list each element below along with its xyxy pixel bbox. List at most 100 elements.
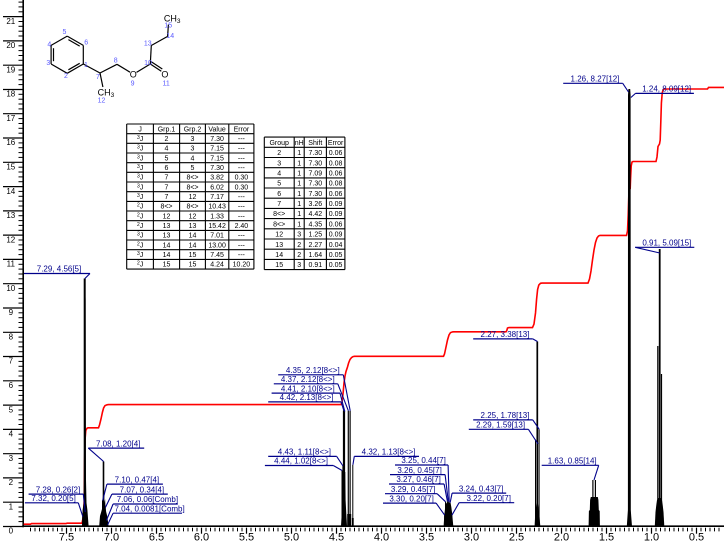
svg-text:11: 11	[163, 80, 170, 87]
svg-text:0.5: 0.5	[689, 532, 704, 544]
svg-text:---: ---	[238, 213, 246, 220]
svg-text:5.0: 5.0	[284, 532, 299, 544]
svg-text:1: 1	[297, 181, 301, 188]
svg-text:13: 13	[6, 211, 15, 220]
svg-text:0.04: 0.04	[329, 242, 343, 249]
svg-text:4: 4	[47, 41, 51, 48]
svg-text:3.26, 0.45[7]: 3.26, 0.45[7]	[397, 466, 441, 475]
svg-text:14: 14	[163, 242, 171, 249]
svg-text:1.63, 0.85[14]: 1.63, 0.85[14]	[548, 457, 597, 466]
svg-text:2J: 2J	[137, 212, 143, 220]
svg-text:0.09: 0.09	[329, 232, 343, 239]
svg-text:0.09: 0.09	[329, 211, 343, 218]
svg-text:---: ---	[238, 136, 246, 143]
svg-text:1: 1	[297, 171, 301, 178]
svg-text:O: O	[130, 70, 137, 80]
svg-text:7.04, 0.0081[Comb]: 7.04, 0.0081[Comb]	[114, 504, 184, 513]
svg-text:0.08: 0.08	[329, 181, 343, 188]
svg-text:7.06, 0.06[Comb]: 7.06, 0.06[Comb]	[117, 495, 178, 504]
svg-text:7: 7	[165, 184, 169, 191]
svg-text:7.01: 7.01	[210, 233, 224, 240]
svg-text:6.0: 6.0	[194, 532, 209, 544]
svg-text:8<>: 8<>	[273, 221, 285, 228]
svg-text:CH3: CH3	[164, 13, 181, 25]
svg-text:15: 15	[275, 262, 283, 269]
svg-text:1: 1	[84, 62, 88, 69]
svg-text:20: 20	[6, 41, 15, 50]
svg-text:4.42: 4.42	[308, 211, 322, 218]
svg-text:---: ---	[238, 194, 246, 201]
svg-text:8<>: 8<>	[186, 175, 198, 182]
svg-text:13: 13	[163, 223, 171, 230]
svg-text:0: 0	[9, 527, 14, 536]
svg-text:0.09: 0.09	[329, 201, 343, 208]
svg-text:3J: 3J	[137, 154, 143, 162]
svg-text:3.5: 3.5	[419, 532, 434, 544]
svg-text:19: 19	[6, 65, 15, 74]
svg-text:6: 6	[165, 165, 169, 172]
svg-text:3J: 3J	[137, 164, 143, 172]
svg-text:4.44, 1.02[8<>]: 4.44, 1.02[8<>]	[274, 457, 328, 466]
svg-text:15: 15	[189, 262, 197, 269]
svg-text:7.07, 0.34[4]: 7.07, 0.34[4]	[120, 485, 164, 494]
svg-text:8<>: 8<>	[186, 204, 198, 211]
svg-text:12: 12	[98, 97, 106, 104]
svg-text:2: 2	[9, 478, 14, 487]
svg-text:3: 3	[297, 232, 301, 239]
svg-text:3: 3	[46, 60, 50, 67]
svg-text:3.29, 0.45[7]: 3.29, 0.45[7]	[391, 485, 435, 494]
svg-text:3J: 3J	[137, 135, 143, 143]
svg-text:Grp.2: Grp.2	[184, 126, 202, 133]
svg-text:13.00: 13.00	[208, 242, 226, 249]
svg-text:3.25, 0.44[7]: 3.25, 0.44[7]	[401, 456, 445, 465]
svg-text:2: 2	[297, 252, 301, 259]
svg-text:8: 8	[114, 58, 118, 65]
svg-text:4: 4	[191, 155, 195, 162]
svg-text:13: 13	[275, 242, 283, 249]
svg-text:4.41, 2.10[8<>]: 4.41, 2.10[8<>]	[281, 384, 335, 393]
svg-text:7.5: 7.5	[59, 532, 74, 544]
svg-text:1: 1	[297, 150, 301, 157]
svg-text:0.06: 0.06	[329, 171, 343, 178]
svg-text:4.35: 4.35	[308, 221, 322, 228]
svg-text:0.08: 0.08	[329, 160, 343, 167]
svg-text:2: 2	[165, 136, 169, 143]
svg-text:3J: 3J	[137, 232, 143, 240]
svg-text:7.30: 7.30	[308, 181, 322, 188]
svg-text:7.17: 7.17	[210, 194, 224, 201]
svg-text:---: ---	[238, 252, 246, 259]
svg-text:3.27, 0.46[7]: 3.27, 0.46[7]	[396, 475, 440, 484]
svg-text:7.30: 7.30	[308, 150, 322, 157]
svg-text:3: 3	[191, 146, 195, 153]
svg-text:2J: 2J	[137, 203, 143, 211]
svg-text:1: 1	[297, 201, 301, 208]
svg-text:5: 5	[9, 405, 14, 414]
svg-text:nH: nH	[295, 140, 304, 147]
svg-text:5: 5	[165, 155, 169, 162]
svg-text:7: 7	[277, 201, 281, 208]
svg-text:2.0: 2.0	[554, 532, 569, 544]
svg-text:4.37, 2.12[8<>]: 4.37, 2.12[8<>]	[281, 375, 335, 384]
svg-text:4.32, 1.13[8<>]: 4.32, 1.13[8<>]	[362, 448, 416, 457]
svg-text:13: 13	[144, 41, 152, 48]
svg-text:3: 3	[9, 454, 14, 463]
svg-text:1.0: 1.0	[644, 532, 659, 544]
svg-text:4.5: 4.5	[329, 532, 344, 544]
svg-text:2J: 2J	[137, 261, 143, 269]
svg-text:6.5: 6.5	[149, 532, 164, 544]
svg-text:12: 12	[163, 213, 171, 220]
svg-text:2: 2	[297, 242, 301, 249]
svg-text:O: O	[161, 69, 168, 79]
svg-text:3.82: 3.82	[210, 175, 224, 182]
svg-text:Error: Error	[328, 140, 344, 147]
svg-text:5.5: 5.5	[239, 532, 254, 544]
svg-text:4: 4	[277, 171, 281, 178]
svg-text:1.5: 1.5	[599, 532, 614, 544]
svg-text:14: 14	[163, 252, 171, 259]
svg-text:0.91, 5.09[15]: 0.91, 5.09[15]	[642, 239, 691, 248]
svg-text:9: 9	[131, 80, 135, 87]
svg-text:3.22, 0.20[7]: 3.22, 0.20[7]	[466, 494, 510, 503]
svg-text:3J: 3J	[137, 145, 143, 153]
svg-text:12: 12	[189, 213, 197, 220]
svg-text:3J: 3J	[137, 193, 143, 201]
